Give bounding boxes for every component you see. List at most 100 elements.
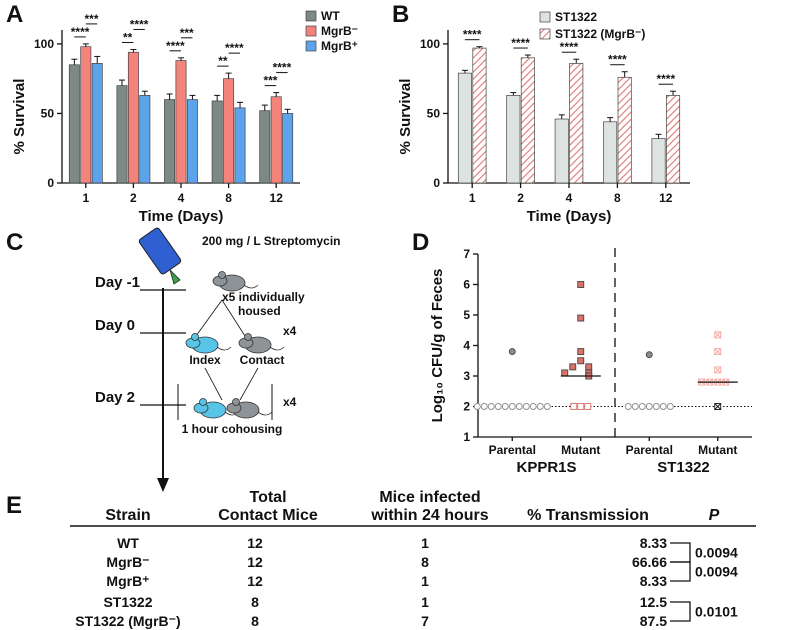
y-tick-label: 50 — [41, 106, 55, 120]
data-point — [577, 403, 585, 410]
day-label: Day 2 — [95, 389, 135, 406]
group-label: ST1322 — [657, 459, 710, 476]
significance-label: **** — [463, 28, 482, 42]
comparison-bracket — [670, 561, 691, 582]
data-point — [561, 369, 569, 377]
x-tick-label: 8 — [614, 191, 621, 205]
group-label: KPPR1S — [516, 459, 576, 476]
diagram-link — [195, 299, 223, 337]
bar — [603, 121, 618, 184]
x-tick-label: 2 — [517, 191, 524, 205]
bar — [223, 78, 235, 184]
data-point — [570, 403, 578, 410]
mouse-ear — [191, 333, 199, 341]
legend-label: MgrB⁻ — [321, 24, 358, 38]
table-cell: 1 — [421, 573, 429, 589]
data-point — [585, 363, 593, 371]
table-cell: 8 — [251, 594, 259, 610]
bar — [282, 113, 294, 184]
bar — [472, 47, 487, 184]
legend-swatch — [539, 28, 551, 40]
table-cell: WT — [117, 535, 139, 551]
x-axis-title: Time (Days) — [527, 208, 612, 225]
data-point — [584, 403, 592, 410]
data-point — [577, 281, 585, 288]
y-axis-title: % Survival — [397, 79, 414, 155]
table-cell: 66.66 — [632, 554, 667, 570]
data-point — [666, 403, 674, 410]
mouse-ear — [244, 333, 252, 341]
y-tick-label: 3 — [463, 369, 470, 383]
mouse-tail — [243, 284, 259, 289]
table-header: Total — [249, 489, 286, 506]
bar — [270, 96, 282, 184]
day-label: Day -1 — [95, 274, 140, 291]
x-tick-label: 2 — [130, 191, 137, 205]
bar — [569, 63, 584, 184]
y-tick-label: 1 — [463, 430, 470, 444]
table-cell: 8.33 — [640, 573, 667, 589]
bar — [186, 99, 198, 184]
diagram-link — [204, 367, 223, 401]
bar — [506, 95, 521, 184]
x-tick-label: 12 — [659, 191, 673, 205]
bar — [234, 107, 246, 184]
legend-label: ST1322 — [555, 10, 597, 24]
data-point — [624, 403, 632, 410]
data-point — [638, 403, 646, 410]
bar — [80, 46, 92, 184]
y-tick-label: 0 — [433, 176, 440, 190]
data-point — [577, 314, 585, 322]
table-cell: 8 — [251, 613, 259, 629]
table-header: Contact Mice — [218, 507, 318, 524]
mouse-tail — [269, 346, 285, 351]
data-point — [522, 403, 530, 410]
comparison-bracket — [670, 601, 691, 622]
x-tick-label: Mutant — [698, 443, 737, 457]
diagram-link — [221, 299, 246, 337]
panel-label: C — [6, 229, 23, 256]
significance-label: **** — [608, 53, 627, 67]
y-tick-label: 100 — [34, 37, 54, 51]
table-cell: 12 — [247, 535, 263, 551]
legend-swatch — [305, 25, 317, 37]
table-cell: MgrB⁺ — [106, 573, 149, 589]
bar — [91, 63, 103, 184]
bottle-spout — [169, 268, 181, 285]
bar — [457, 72, 472, 184]
data-point — [473, 403, 481, 410]
bar — [139, 95, 151, 184]
mouse-ear — [218, 271, 226, 279]
table-cell: 12 — [247, 573, 263, 589]
data-point — [659, 403, 667, 410]
y-tick-label: 4 — [463, 339, 470, 353]
x-tick-label: 4 — [566, 191, 573, 205]
y-tick-label: 5 — [463, 308, 470, 322]
table-header: Strain — [105, 507, 150, 524]
x-tick-label: 4 — [178, 191, 185, 205]
table-cell: 1 — [421, 594, 429, 610]
comparison-bracket — [670, 542, 691, 563]
p-value: 0.0101 — [695, 604, 738, 620]
bar — [164, 99, 176, 184]
data-point — [645, 403, 653, 410]
legend-swatch — [539, 11, 551, 23]
data-point — [536, 403, 544, 410]
diagram-text: 1 hour cohousing — [182, 422, 283, 436]
diagram-text: Contact — [240, 353, 285, 367]
mouse-tail — [216, 346, 232, 351]
table-header: P — [709, 507, 720, 524]
bar — [211, 100, 223, 184]
legend-label: WT — [321, 9, 340, 23]
bar — [617, 76, 632, 184]
significance-label: **** — [130, 17, 149, 31]
significance-label: ** — [218, 54, 228, 68]
diagram-text: x4 — [283, 324, 297, 338]
mouse-ear — [232, 398, 240, 406]
diagram-text: x4 — [283, 395, 297, 409]
significance-label: **** — [71, 25, 90, 39]
y-tick-label: 50 — [427, 106, 441, 120]
mouse-ear — [199, 398, 207, 406]
bar — [116, 85, 128, 184]
legend-swatch — [305, 40, 317, 52]
